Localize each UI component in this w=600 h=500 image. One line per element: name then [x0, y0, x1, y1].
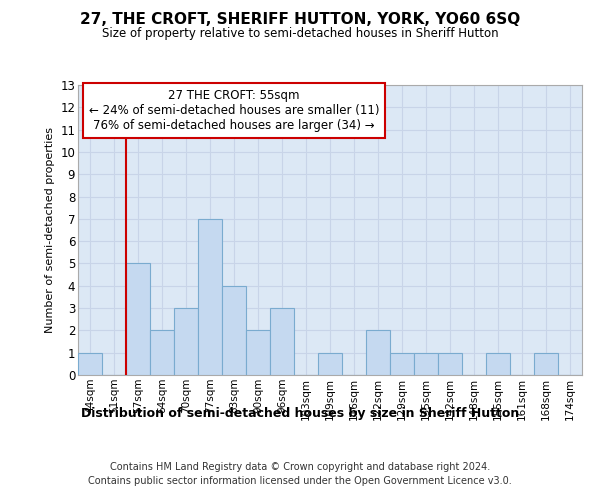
Text: Size of property relative to semi-detached houses in Sheriff Hutton: Size of property relative to semi-detach…	[101, 28, 499, 40]
Bar	[486, 352, 510, 375]
Bar	[390, 352, 414, 375]
Bar	[150, 330, 174, 375]
Text: Distribution of semi-detached houses by size in Sheriff Hutton: Distribution of semi-detached houses by …	[81, 408, 519, 420]
Bar	[222, 286, 246, 375]
Text: Contains HM Land Registry data © Crown copyright and database right 2024.: Contains HM Land Registry data © Crown c…	[110, 462, 490, 472]
Bar	[366, 330, 390, 375]
Bar	[126, 264, 150, 375]
Bar	[174, 308, 198, 375]
Bar	[198, 219, 222, 375]
Bar	[318, 352, 342, 375]
Bar	[534, 352, 558, 375]
Bar	[270, 308, 294, 375]
Text: 27, THE CROFT, SHERIFF HUTTON, YORK, YO60 6SQ: 27, THE CROFT, SHERIFF HUTTON, YORK, YO6…	[80, 12, 520, 28]
Bar	[414, 352, 438, 375]
Bar	[246, 330, 270, 375]
Text: 27 THE CROFT: 55sqm
← 24% of semi-detached houses are smaller (11)
76% of semi-d: 27 THE CROFT: 55sqm ← 24% of semi-detach…	[89, 90, 379, 132]
Text: Contains public sector information licensed under the Open Government Licence v3: Contains public sector information licen…	[88, 476, 512, 486]
Y-axis label: Number of semi-detached properties: Number of semi-detached properties	[44, 127, 55, 333]
Bar	[438, 352, 462, 375]
Bar	[78, 352, 102, 375]
